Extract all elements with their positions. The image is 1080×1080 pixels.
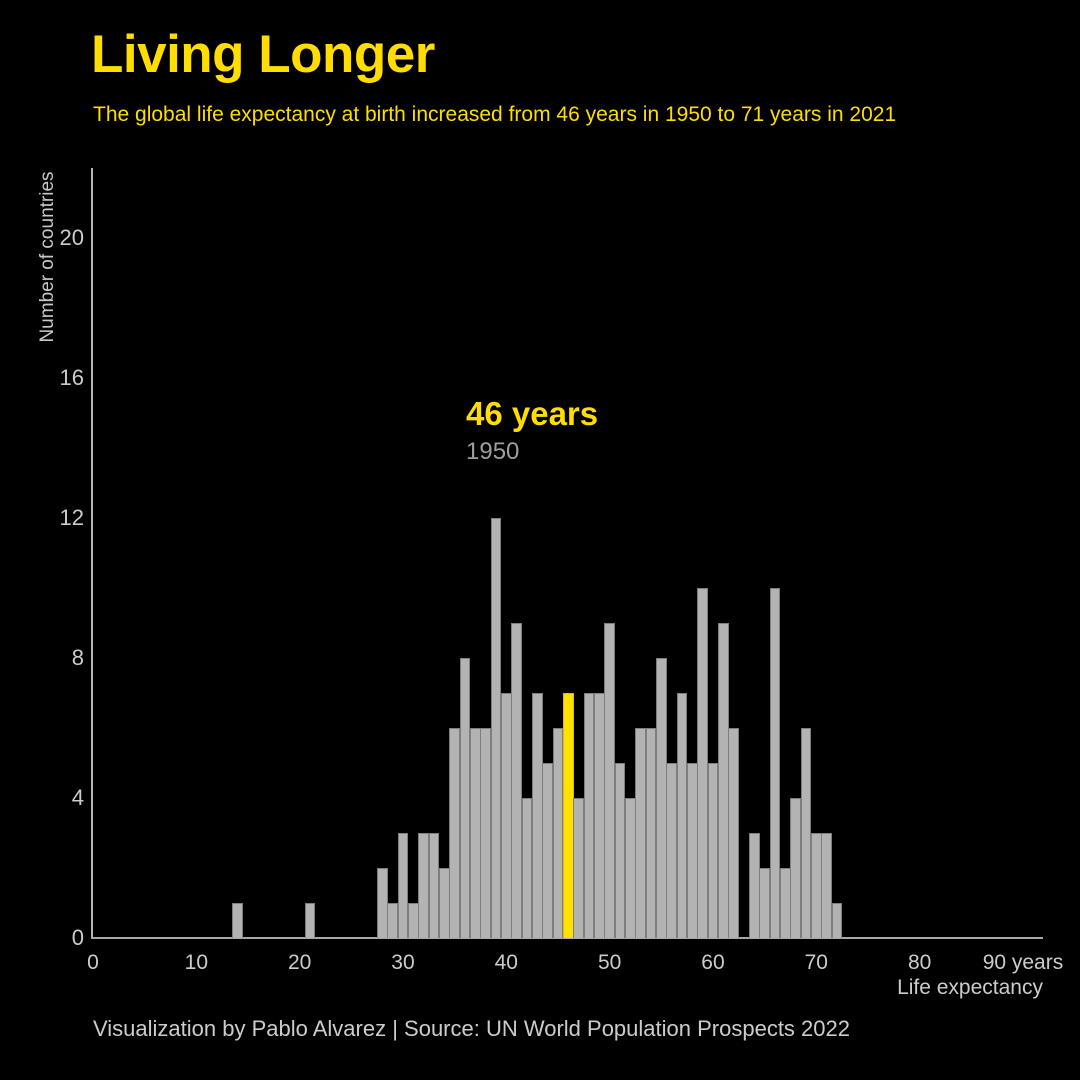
x-tick-label: 70 [804, 951, 828, 974]
x-tick-label: 60 [701, 951, 725, 974]
x-tick-label: 40 [494, 951, 518, 974]
y-tick-label: 20 [59, 225, 84, 250]
histogram-bar [594, 693, 605, 938]
histogram-bar [377, 868, 388, 938]
histogram-bar [397, 833, 409, 938]
histogram-bar [811, 833, 822, 938]
histogram-bar [583, 693, 595, 938]
annotation-year: 1950 [466, 438, 520, 466]
histogram-bar [480, 728, 491, 938]
histogram-bar [697, 588, 708, 938]
y-tick-label: 12 [59, 505, 84, 530]
y-axis-title: Number of countries [37, 171, 58, 343]
annotation: 46 years 1950 [466, 395, 599, 466]
y-axis-line [91, 168, 93, 938]
annotation-value: 46 years [466, 395, 599, 432]
histogram-bar [656, 658, 667, 938]
histogram-bar [614, 763, 626, 938]
histogram-bar [790, 798, 801, 938]
histogram-bar [511, 623, 522, 938]
histogram-bar [470, 728, 481, 938]
histogram-bar [501, 693, 512, 938]
histogram-bar [418, 833, 429, 938]
histogram-bar [573, 798, 584, 938]
x-axis-line [91, 937, 1043, 939]
y-tick-label: 16 [59, 365, 84, 390]
x-tick-label: 10 [184, 951, 208, 974]
histogram-bar [604, 623, 615, 938]
y-tick-label: 0 [71, 925, 84, 950]
histogram-bar [666, 763, 677, 938]
y-tick-label: 4 [71, 785, 84, 810]
histogram-bar [769, 588, 781, 938]
histogram-bar [831, 903, 843, 938]
histogram-bar [676, 693, 688, 938]
histogram-bar [459, 658, 471, 938]
histogram-bar [439, 868, 450, 938]
histogram-bar [408, 903, 419, 938]
histogram-bar [759, 868, 770, 938]
histogram-bar [800, 728, 812, 938]
x-tick-label: 20 [287, 951, 312, 974]
histogram-bar [625, 798, 636, 938]
histogram-bar [387, 903, 398, 938]
histogram-bar [728, 728, 739, 938]
x-tick-label: 80 [907, 951, 932, 974]
histogram-bar [552, 728, 564, 938]
histogram-bar [428, 833, 440, 938]
histogram-bar-highlight [563, 693, 574, 938]
chart-subtitle: The global life expectancy at birth incr… [93, 103, 897, 126]
histogram-bar [521, 798, 533, 938]
histogram-bar [718, 623, 729, 938]
histogram-bar [542, 763, 553, 938]
histogram-bar [780, 868, 791, 938]
histogram-bar [707, 763, 719, 938]
histogram-bar [635, 728, 646, 938]
credit-line: Visualization by Pablo Alvarez | Source:… [93, 1016, 850, 1041]
x-tick-label: 50 [597, 951, 622, 974]
x-tick-label: 0 [87, 951, 99, 974]
histogram-bar [490, 518, 502, 938]
histogram-bar [645, 728, 657, 938]
y-tick-label: 8 [71, 645, 84, 670]
histogram-bar [532, 693, 543, 938]
histogram-bar [232, 903, 243, 938]
x-tick-label: 30 [391, 951, 415, 974]
histogram-bar [304, 903, 316, 938]
x-tick-label: 90 years [982, 951, 1064, 974]
x-axis-title: Life expectancy [897, 976, 1043, 999]
histogram-bar [449, 728, 460, 938]
page-title: Living Longer [91, 25, 435, 84]
histogram-bar [749, 833, 760, 938]
histogram-bar [687, 763, 698, 938]
histogram-bar [821, 833, 832, 938]
